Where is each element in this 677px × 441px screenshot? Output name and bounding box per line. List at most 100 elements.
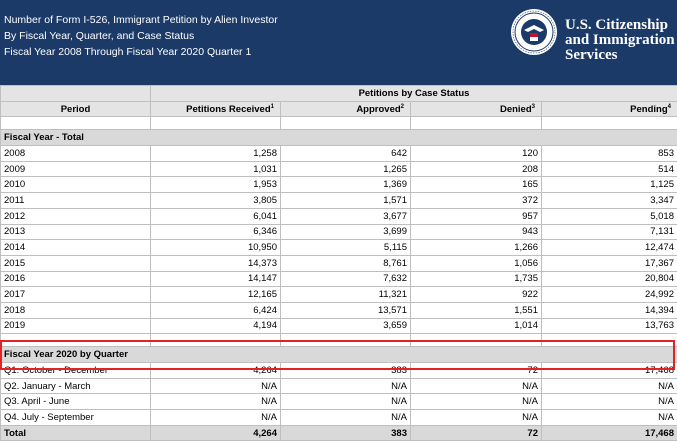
footnote-marker: 4: [668, 103, 671, 109]
cell-period: 2012: [1, 208, 151, 224]
cell-pending: 7,131: [542, 224, 677, 240]
cell-pending: 13,763: [542, 318, 677, 334]
cell-approved: 1,265: [281, 161, 411, 177]
section-label: Fiscal Year - Total: [1, 130, 677, 146]
cell-denied: 372: [411, 193, 542, 209]
cell-approved: 3,699: [281, 224, 411, 240]
cell-denied: N/A: [411, 378, 542, 394]
section-header-fy2020-by-quarter: Fiscal Year 2020 by Quarter: [1, 347, 677, 363]
table-column-header-row: Period Petitions Received1 Approved2 Den…: [1, 101, 677, 117]
cell-received: 6,346: [151, 224, 281, 240]
cell-approved: N/A: [281, 378, 411, 394]
col-header-received-label: Petitions Received: [186, 104, 270, 115]
spacer-row: [1, 117, 677, 130]
title-line-1: Number of Form I-526, Immigrant Petition…: [4, 12, 278, 28]
cell-pending: 853: [542, 146, 677, 162]
section-label: Fiscal Year 2020 by Quarter: [1, 347, 677, 363]
cell-approved: 3,659: [281, 318, 411, 334]
cell-denied: 1,056: [411, 255, 542, 271]
cell-pending: 20,804: [542, 271, 677, 287]
section-header-fiscal-year-total: Fiscal Year - Total: [1, 130, 677, 146]
cell-received: 1,953: [151, 177, 281, 193]
cell-pending: 5,018: [542, 208, 677, 224]
cell-pending: 17,367: [542, 255, 677, 271]
cell-pending: N/A: [542, 394, 677, 410]
cell-approved: 7,632: [281, 271, 411, 287]
cell-denied: N/A: [411, 394, 542, 410]
col-header-period: Period: [1, 101, 151, 117]
cell-period: 2019: [1, 318, 151, 334]
cell-received: 4,264: [151, 425, 281, 441]
cell-pending: 17,468: [542, 425, 677, 441]
footnote-marker: 2: [401, 103, 404, 109]
cell-approved: 383: [281, 425, 411, 441]
cell-pending: 514: [542, 161, 677, 177]
title-line-2: By Fiscal Year, Quarter, and Case Status: [4, 28, 278, 44]
cell-received: 10,950: [151, 240, 281, 256]
cell-period: 2017: [1, 287, 151, 303]
cell-period: 2014: [1, 240, 151, 256]
agency-line-3: Services: [565, 48, 675, 63]
cell-period: Q1. October - December: [1, 363, 151, 379]
footnote-marker: 1: [271, 103, 274, 109]
agency-name: U.S. Citizenship and Immigration Service…: [565, 18, 675, 63]
cell-approved: 1,571: [281, 193, 411, 209]
cell-period: 2008: [1, 146, 151, 162]
col-header-denied-label: Denied: [500, 104, 532, 115]
title-line-3: Fiscal Year 2008 Through Fiscal Year 202…: [4, 44, 278, 60]
cell-denied: 957: [411, 208, 542, 224]
cell-pending: N/A: [542, 410, 677, 426]
cell-denied: N/A: [411, 410, 542, 426]
col-header-denied: Denied3: [411, 101, 542, 117]
header-banner: Number of Form I-526, Immigrant Petition…: [0, 0, 677, 85]
cell-pending: 17,468: [542, 363, 677, 379]
cell-approved: 8,761: [281, 255, 411, 271]
cell-approved: 383: [281, 363, 411, 379]
cell-denied: 120: [411, 146, 542, 162]
dhs-seal-icon: [510, 8, 558, 56]
cell-denied: 1,014: [411, 318, 542, 334]
cell-period: Q3. April - June: [1, 394, 151, 410]
cell-received: 4,264: [151, 363, 281, 379]
cell-denied: 208: [411, 161, 542, 177]
cell-received: N/A: [151, 394, 281, 410]
footnote-marker: 3: [532, 103, 535, 109]
cell-approved: N/A: [281, 410, 411, 426]
cell-denied: 72: [411, 425, 542, 441]
cell-period: 2013: [1, 224, 151, 240]
cell-received: 14,373: [151, 255, 281, 271]
cell-denied: 1,266: [411, 240, 542, 256]
col-header-pending: Pending4: [542, 101, 677, 117]
cell-period: 2015: [1, 255, 151, 271]
cell-received: 14,147: [151, 271, 281, 287]
cell-pending: 3,347: [542, 193, 677, 209]
cell-denied: 1,735: [411, 271, 542, 287]
blank-header-cell: [1, 86, 151, 102]
col-header-approved: Approved2: [281, 101, 411, 117]
col-header-pending-label: Pending: [630, 104, 667, 115]
col-header-approved-label: Approved: [356, 104, 400, 115]
col-header-received: Petitions Received1: [151, 101, 281, 117]
cell-period: Q4. July - September: [1, 410, 151, 426]
cell-approved: 642: [281, 146, 411, 162]
cell-approved: N/A: [281, 394, 411, 410]
table-group-header-row: Petitions by Case Status: [1, 86, 677, 102]
cell-approved: 5,115: [281, 240, 411, 256]
cell-approved: 11,321: [281, 287, 411, 303]
cell-received: 1,031: [151, 161, 281, 177]
cell-period: 2016: [1, 271, 151, 287]
cell-period: 2011: [1, 193, 151, 209]
